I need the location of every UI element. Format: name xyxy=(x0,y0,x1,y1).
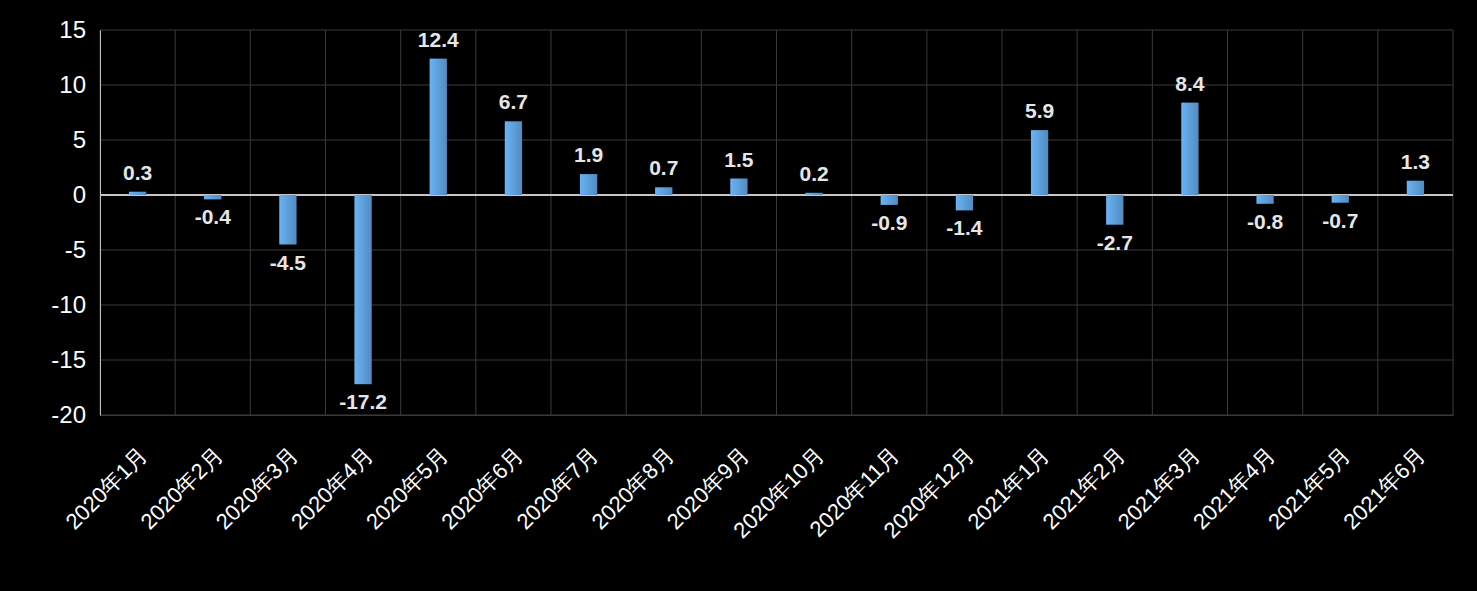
tick-label: 2021年6月 xyxy=(1338,442,1430,534)
grid xyxy=(100,30,1453,415)
tick-label: -5 xyxy=(65,236,86,263)
data-label: -0.8 xyxy=(1247,210,1284,233)
bar xyxy=(655,187,672,195)
bar xyxy=(1407,181,1424,195)
data-label: -0.7 xyxy=(1322,209,1358,232)
bar xyxy=(1106,195,1123,225)
bar xyxy=(129,192,146,195)
grid-line xyxy=(926,30,927,415)
axis-line xyxy=(101,415,1454,416)
data-label: 8.4 xyxy=(1175,72,1205,95)
bar xyxy=(730,179,747,196)
tick: 0 xyxy=(73,181,100,208)
data-labels: 0.3 -0.4 -4.5 -17.2 12.4 6.7 1.9 0.7 1.5 0.2 -0.9 -… xyxy=(123,28,1430,414)
data-label: 1.9 xyxy=(574,143,603,166)
grid-line xyxy=(1002,30,1003,415)
data-label: -2.7 xyxy=(1097,231,1133,254)
grid-line xyxy=(250,30,251,415)
data-label: 0.2 xyxy=(799,162,828,185)
bar xyxy=(354,195,371,384)
grid-line xyxy=(400,30,401,415)
bar xyxy=(204,195,221,199)
x-axis: 2020年1月2020年2月2020年3月2020年4月2020年5月2020年… xyxy=(61,415,1454,543)
plot: 2020年1月2020年2月2020年3月2020年4月2020年5月2020年… xyxy=(51,16,1453,543)
bar xyxy=(580,174,597,195)
data-label: -0.4 xyxy=(195,205,232,228)
bar xyxy=(805,193,822,195)
data-label: -17.2 xyxy=(339,390,387,413)
grid-line xyxy=(475,30,476,415)
tick: 15 xyxy=(59,16,100,43)
tick: -10 xyxy=(51,291,100,318)
y-axis: -20 -15 -10 -5 0 5 10 15 xyxy=(51,16,100,428)
bar xyxy=(881,195,898,205)
bar xyxy=(279,195,296,245)
tick: 2021年6月 xyxy=(1338,415,1430,534)
grid-line xyxy=(1152,30,1153,415)
bar xyxy=(505,121,522,195)
grid-line xyxy=(100,30,101,415)
tick-label: -20 xyxy=(51,401,86,428)
tick: 5 xyxy=(73,126,100,153)
data-label: 0.7 xyxy=(649,156,678,179)
bar xyxy=(1031,130,1048,195)
data-label: -1.4 xyxy=(946,216,983,239)
bar xyxy=(956,195,973,210)
grid-line xyxy=(626,30,627,415)
tick: -15 xyxy=(51,346,100,373)
axis-line xyxy=(100,31,101,416)
data-label: 6.7 xyxy=(499,90,528,113)
bar xyxy=(430,59,447,195)
data-label: -0.9 xyxy=(871,211,907,234)
bar xyxy=(1256,195,1273,204)
grid-line xyxy=(701,30,702,415)
grid-line xyxy=(175,30,176,415)
data-label: -4.5 xyxy=(270,251,307,274)
bar xyxy=(1181,103,1198,195)
grid-line xyxy=(1077,30,1078,415)
grid-line xyxy=(100,195,1453,196)
tick-label: 5 xyxy=(73,126,86,153)
tick-label: 0 xyxy=(73,181,86,208)
tick-label: -10 xyxy=(51,291,86,318)
data-label: 12.4 xyxy=(418,28,459,51)
chart: 2020年1月2020年2月2020年3月2020年4月2020年5月2020年… xyxy=(0,0,1477,591)
grid-line xyxy=(551,30,552,415)
tick-label: -15 xyxy=(51,346,86,373)
grid-line xyxy=(776,30,777,415)
tick-label: 15 xyxy=(59,16,86,43)
tick: -20 xyxy=(51,401,100,428)
bar xyxy=(1332,195,1349,203)
grid-line xyxy=(1302,30,1303,415)
grid-line xyxy=(1377,30,1378,415)
data-label: 1.5 xyxy=(724,148,754,171)
tick: -5 xyxy=(65,236,100,263)
grid-line xyxy=(851,30,852,415)
grid-line xyxy=(325,30,326,415)
tick: 2020年12月 xyxy=(879,415,980,543)
zero-line xyxy=(100,194,1453,196)
grid-line xyxy=(1227,30,1228,415)
tick: 10 xyxy=(59,71,100,98)
tick-label: 2020年12月 xyxy=(879,442,980,543)
data-label: 0.3 xyxy=(123,161,152,184)
data-label: 5.9 xyxy=(1025,99,1054,122)
bars xyxy=(129,59,1424,385)
data-label: 1.3 xyxy=(1401,150,1430,173)
grid-line xyxy=(1453,30,1454,415)
tick-label: 10 xyxy=(59,71,86,98)
